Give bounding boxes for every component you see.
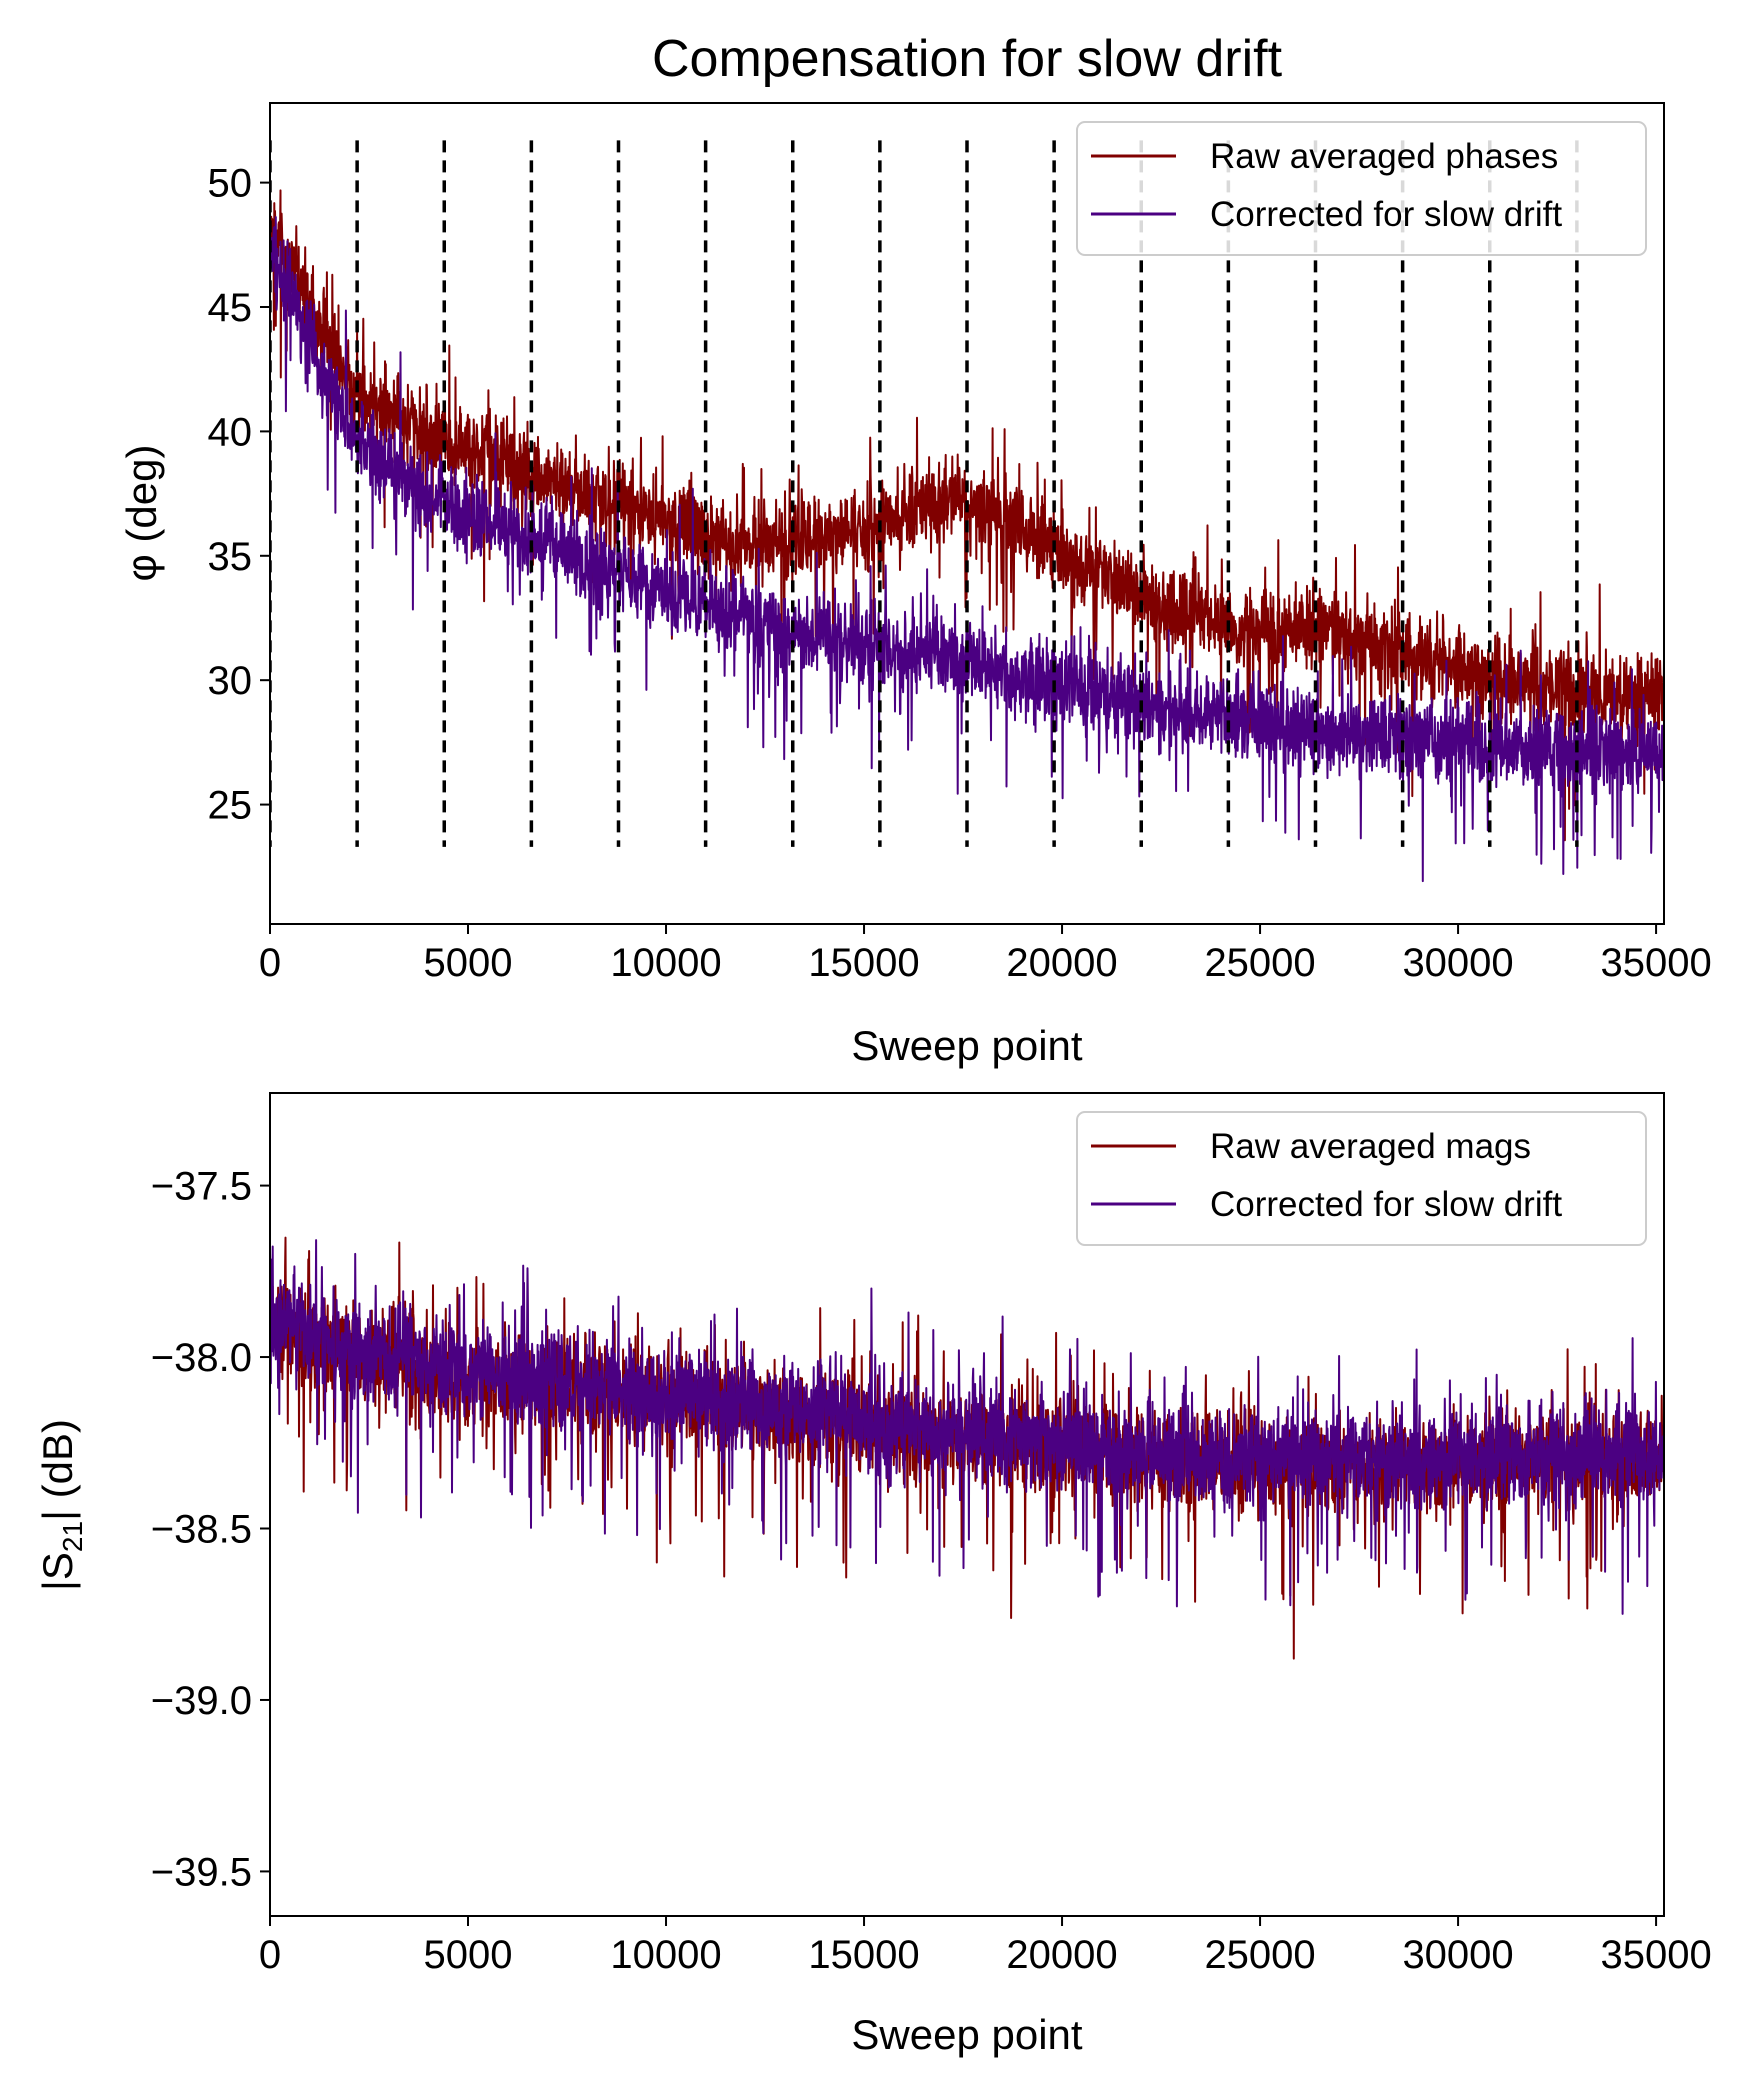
y-tick-label: 50	[208, 162, 253, 206]
segment-boundary-lines	[270, 140, 1579, 847]
chart-title: Compensation for slow drift	[652, 30, 1283, 88]
x-tick-label: 5000	[424, 941, 513, 985]
y-tick-label: 30	[208, 659, 253, 703]
phase-x-axis-label: Sweep point	[851, 1022, 1082, 1069]
x-tick-label: 15000	[808, 941, 919, 985]
x-tick-label: 30000	[1402, 941, 1513, 985]
phase-legend-label-raw: Raw averaged phases	[1210, 137, 1558, 176]
y-tick-label: −39.5	[151, 1850, 252, 1894]
y-tick-label: −38.5	[151, 1508, 252, 1552]
magnitude-x-axis-label: Sweep point	[851, 2011, 1082, 2058]
y-tick-label: −37.5	[151, 1165, 252, 1209]
phase-y-ticks: 25 30 35 40 45 50	[208, 162, 270, 828]
x-tick-label: 20000	[1006, 941, 1117, 985]
magnitude-legend-box	[1076, 1111, 1647, 1246]
x-tick-label: 35000	[1600, 1933, 1711, 1977]
phase-legend-box	[1076, 121, 1647, 256]
x-tick-label: 20000	[1006, 1933, 1117, 1977]
x-tick-label: 35000	[1600, 941, 1711, 985]
x-tick-label: 10000	[610, 1933, 721, 1977]
y-tick-label: 35	[208, 535, 253, 579]
y-tick-label: 40	[208, 410, 253, 454]
magnitude-series-group	[270, 1236, 1664, 1660]
phase-panel: 0 5000 10000 15000 20000 25000 30000 35000 25 30…	[118, 102, 1712, 1069]
x-tick-label: 5000	[424, 1933, 513, 1977]
x-tick-label: 25000	[1204, 1933, 1315, 1977]
magnitude-y-ticks: −39.5 −39.0 −38.5 −38.0 −37.5	[151, 1165, 270, 1894]
magnitude-legend: Raw averaged mags Corrected for slow dri…	[1076, 1111, 1647, 1246]
series-line-corrected	[270, 1239, 1664, 1615]
magnitude-axes-frame	[269, 1092, 1665, 1917]
x-tick-label: 0	[259, 941, 281, 985]
x-tick-label: 15000	[808, 1933, 919, 1977]
x-tick-label: 30000	[1402, 1933, 1513, 1977]
y-tick-label: −39.0	[151, 1679, 252, 1723]
x-tick-label: 25000	[1204, 941, 1315, 985]
magnitude-legend-label-raw: Raw averaged mags	[1210, 1127, 1531, 1166]
phase-x-ticks: 0 5000 10000 15000 20000 25000 30000 35000	[259, 924, 1712, 985]
phase-y-axis-label: φ (deg)	[118, 445, 165, 582]
y-tick-label: 25	[208, 784, 253, 828]
y-tick-label: 45	[208, 286, 253, 330]
phase-axes-frame	[269, 102, 1665, 925]
magnitude-legend-label-corrected: Corrected for slow drift	[1210, 1185, 1562, 1224]
phase-legend-label-corrected: Corrected for slow drift	[1210, 195, 1562, 234]
x-tick-label: 0	[259, 1933, 281, 1977]
magnitude-y-axis-label: |S21| (dB)	[34, 1419, 88, 1591]
x-tick-label: 10000	[610, 941, 721, 985]
magnitude-panel: 0 5000 10000 15000 20000 25000 30000 35000 −39.…	[34, 1092, 1712, 2058]
magnitude-x-ticks: 0 5000 10000 15000 20000 25000 30000 35000	[259, 1916, 1712, 1977]
y-tick-label: −38.0	[151, 1336, 252, 1380]
phase-legend: Raw averaged phases Corrected for slow d…	[1076, 121, 1647, 256]
